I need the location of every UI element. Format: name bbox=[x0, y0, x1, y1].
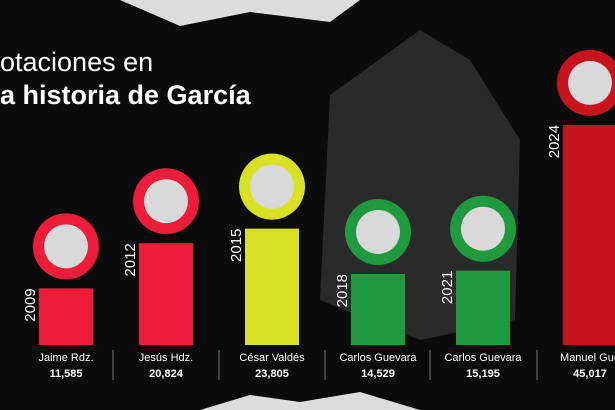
portrait-face bbox=[144, 179, 188, 224]
year-label: 2012 bbox=[122, 243, 139, 276]
candidate-name: Jaime Rdz. bbox=[38, 352, 93, 364]
title-line: a historia de García bbox=[0, 80, 252, 110]
portrait-face bbox=[568, 60, 612, 105]
bar bbox=[563, 124, 615, 345]
bar bbox=[139, 243, 193, 345]
year-label: 2024 bbox=[546, 125, 563, 158]
candidate-name: Carlos Guevara bbox=[339, 352, 417, 364]
vote-count: 14,529 bbox=[361, 368, 395, 380]
candidate-name: Jesús Hdz. bbox=[139, 352, 193, 364]
vote-count: 15,195 bbox=[466, 368, 500, 380]
bar bbox=[245, 228, 299, 345]
paper-tear bbox=[200, 392, 420, 410]
candidate-name: Carlos Guevara bbox=[444, 352, 522, 364]
bar bbox=[351, 273, 405, 345]
bar bbox=[456, 270, 510, 345]
vote-count: 11,585 bbox=[49, 368, 82, 380]
paper-tear bbox=[120, 0, 360, 26]
year-label: 2021 bbox=[439, 271, 456, 304]
year-label: 2009 bbox=[22, 288, 39, 321]
vote-count: 20,824 bbox=[149, 368, 184, 380]
vote-count: 23,805 bbox=[255, 368, 289, 380]
year-label: 2018 bbox=[334, 274, 351, 307]
portrait-face bbox=[461, 206, 505, 251]
bar bbox=[39, 288, 93, 345]
year-label: 2015 bbox=[228, 229, 245, 262]
candidate-name: César Valdés bbox=[239, 352, 305, 364]
portrait-face bbox=[250, 164, 294, 209]
portrait-face bbox=[44, 224, 88, 269]
candidate-name: Manuel Gue bbox=[560, 352, 615, 364]
vote-count: 45,017 bbox=[573, 368, 607, 380]
title-line: otaciones en bbox=[0, 47, 153, 77]
portrait-face bbox=[356, 209, 400, 254]
